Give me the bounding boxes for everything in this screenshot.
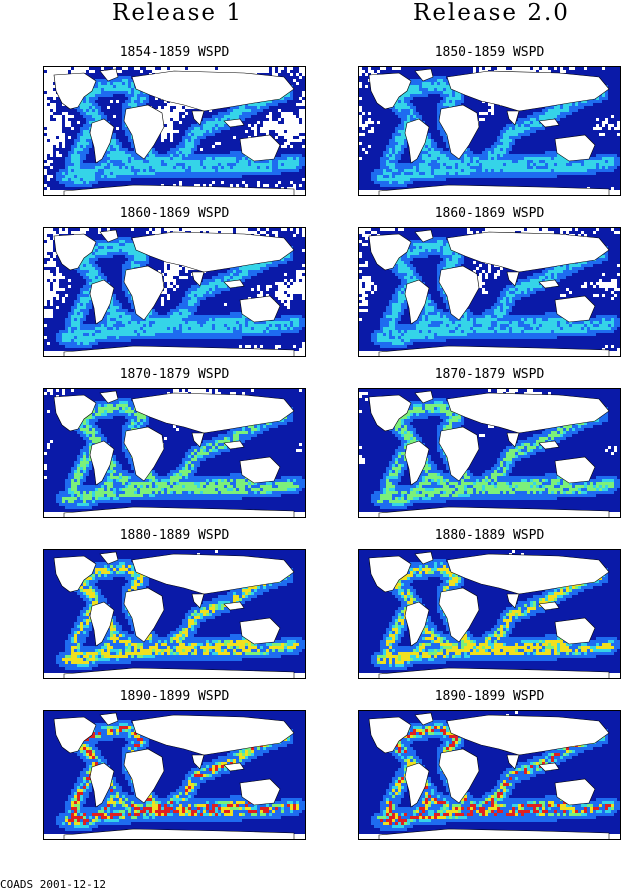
map-canvas — [44, 711, 305, 839]
map-canvas — [359, 711, 620, 839]
map-canvas — [359, 67, 620, 195]
map-canvas — [44, 550, 305, 678]
map-panel-right — [358, 549, 621, 679]
coastlines — [368, 551, 610, 678]
map-panel-left — [43, 388, 306, 518]
map-panel-left — [43, 227, 306, 357]
column-header-release-1: Release 1 — [112, 0, 243, 26]
map-canvas — [44, 389, 305, 517]
map-panel-right — [358, 227, 621, 357]
map-canvas — [359, 228, 620, 356]
coastlines — [368, 68, 610, 195]
panel-title-right: 1870-1879 WSPD — [340, 367, 623, 382]
panel-title-left: 1890-1899 WSPD — [25, 689, 325, 704]
panel-title-left: 1860-1869 WSPD — [25, 206, 325, 221]
map-canvas — [44, 67, 305, 195]
map-canvas — [359, 550, 620, 678]
map-panel-right — [358, 388, 621, 518]
panel-title-right: 1890-1899 WSPD — [340, 689, 623, 704]
coastlines — [53, 551, 295, 678]
column-header-release-2: Release 2.0 — [413, 0, 570, 26]
map-panel-left — [43, 549, 306, 679]
map-canvas — [359, 389, 620, 517]
panel-title-right: 1860-1869 WSPD — [340, 206, 623, 221]
map-panel-left — [43, 66, 306, 196]
map-panel-left — [43, 710, 306, 840]
coastlines — [53, 229, 295, 356]
panel-title-right: 1850-1859 WSPD — [340, 45, 623, 60]
panel-title-left: 1870-1879 WSPD — [25, 367, 325, 382]
coastlines — [368, 712, 610, 839]
coastlines — [368, 390, 610, 517]
coastlines — [53, 712, 295, 839]
footer-credit: COADS 2001-12-12 — [0, 878, 106, 891]
map-canvas — [44, 228, 305, 356]
map-panel-right — [358, 710, 621, 840]
map-panel-right — [358, 66, 621, 196]
panel-title-left: 1854-1859 WSPD — [25, 45, 325, 60]
coastlines — [368, 229, 610, 356]
panel-title-right: 1880-1889 WSPD — [340, 528, 623, 543]
coastlines — [53, 68, 295, 195]
panel-title-left: 1880-1889 WSPD — [25, 528, 325, 543]
coastlines — [53, 390, 295, 517]
